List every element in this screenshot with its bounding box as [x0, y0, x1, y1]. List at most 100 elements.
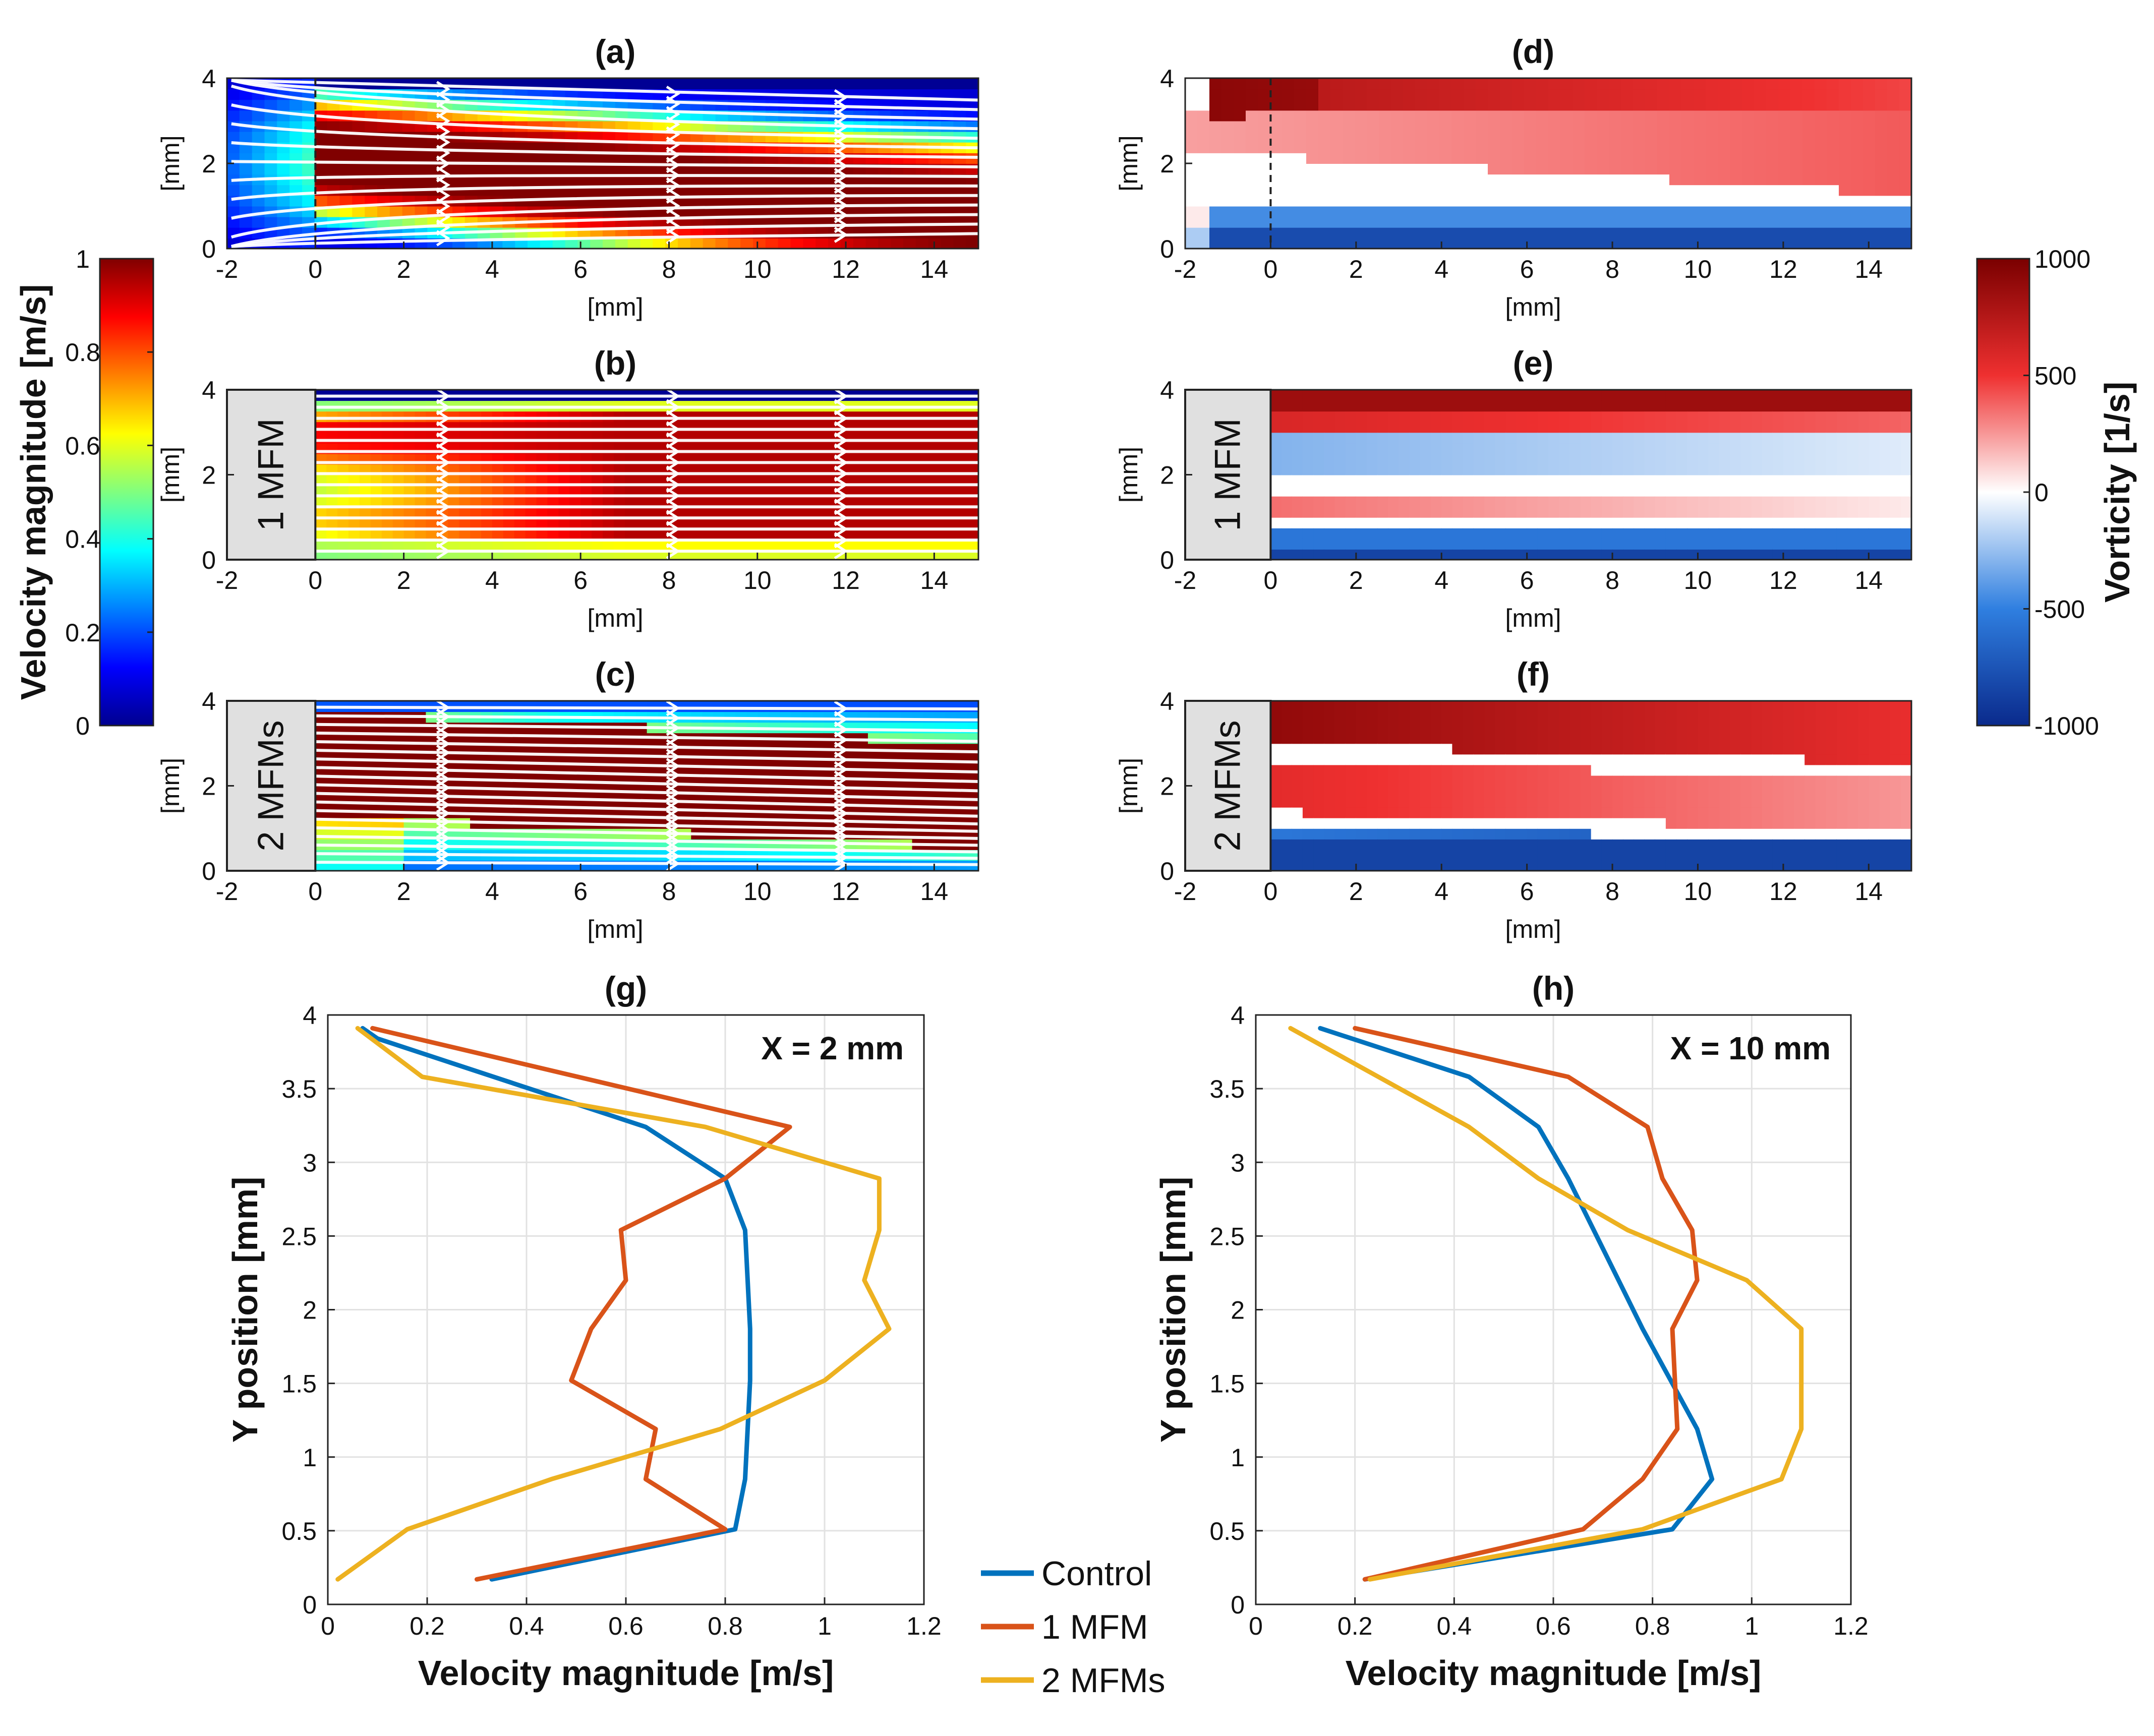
heatmap-cell [1815, 474, 1827, 486]
heatmap-cell [658, 517, 670, 528]
heatmap-cell [1730, 110, 1742, 122]
heatmap-cell [1669, 206, 1682, 217]
heatmap-cell [1740, 443, 1752, 454]
heatmap-cell [1790, 174, 1803, 186]
heatmap-cell [1633, 110, 1646, 122]
heatmap-cell [1391, 78, 1404, 90]
heatmap-cell [624, 701, 636, 712]
heatmap-cell [779, 860, 791, 871]
heatmap-cell [1560, 237, 1573, 249]
heatmap-cell [1476, 206, 1488, 217]
heatmap-cell [426, 527, 438, 539]
heatmap-cell [1772, 496, 1784, 507]
heatmap-cell [1334, 443, 1346, 454]
heatmap-cell [865, 195, 879, 207]
heatmap-cell [1330, 121, 1343, 132]
heatmap-cell [1569, 538, 1581, 550]
heatmap-cell [724, 474, 736, 486]
heatmap-cell [1790, 206, 1803, 217]
heatmap-cell [790, 195, 804, 207]
heatmap-cell [1573, 89, 1585, 100]
heatmap-cell [459, 422, 471, 433]
heatmap-cell [801, 860, 813, 871]
heatmap-cell [735, 422, 747, 433]
heatmap-cell [647, 764, 659, 776]
heatmap-cell [1355, 152, 1367, 164]
heatmap-cell [1197, 89, 1210, 100]
heatmap-cell [503, 485, 515, 497]
heatmap-cell [1815, 549, 1827, 560]
heatmap-cell [1548, 506, 1560, 518]
heatmap-cell [1634, 496, 1645, 507]
heatmap-cell [1580, 422, 1592, 433]
heatmap-cell [1899, 110, 1912, 122]
heatmap-cell [945, 485, 957, 497]
heatmap-cell [370, 527, 382, 539]
heatmap-cell [1537, 538, 1549, 550]
heatmap-cell [1439, 216, 1452, 228]
heatmap-cell [1313, 400, 1325, 412]
heatmap-cell [1281, 432, 1293, 444]
heatmap-cell [1708, 390, 1720, 401]
heatmap-cell [624, 411, 636, 423]
heatmap-cell [1343, 142, 1355, 153]
heatmap-cell [365, 163, 378, 175]
heatmap-cell [624, 860, 636, 871]
heatmap-cell [735, 754, 747, 765]
heatmap-cell [901, 422, 913, 433]
heatmap-cell [1591, 453, 1602, 465]
heatmap-cell [1294, 99, 1307, 111]
streamline-arrow [436, 399, 450, 415]
streamline-arrow [834, 432, 848, 449]
heatmap-cell [448, 496, 460, 507]
heatmap-cell [1464, 142, 1476, 153]
heatmap-cell [1258, 142, 1270, 153]
heatmap-cell [1403, 78, 1416, 90]
heatmap-cell [635, 422, 648, 433]
heatmap-cell [514, 474, 526, 486]
heatmap-cell [1379, 216, 1391, 228]
heatmap-cell [1476, 163, 1488, 175]
heatmap-cell [1569, 443, 1581, 454]
heatmap-cell [1560, 131, 1573, 143]
heatmap-cell [1681, 89, 1694, 100]
heatmap-cell [603, 411, 614, 423]
heatmap-cell [1645, 185, 1658, 196]
heatmap-cell [1282, 237, 1295, 249]
heatmap-cell [1246, 121, 1258, 132]
streamline-arrow [436, 543, 450, 560]
heatmap-cell [1655, 432, 1666, 444]
heatmap-cell [1452, 517, 1464, 528]
heatmap-cell [1718, 110, 1730, 122]
heatmap-cell [558, 422, 570, 433]
heatmap-cell [1681, 99, 1694, 111]
heatmap-cell [1694, 121, 1706, 132]
heatmap-cell [653, 163, 666, 175]
heatmap-cell [746, 701, 758, 712]
heatmap-cell [1742, 174, 1755, 186]
heatmap-cell [1488, 78, 1500, 90]
heatmap-cell [577, 78, 591, 90]
heatmap-cell [1621, 121, 1634, 132]
heatmap-cell [392, 496, 404, 507]
heatmap-cell [778, 131, 791, 143]
heatmap-cell [490, 163, 503, 175]
heatmap-cell [635, 411, 648, 423]
streamline-arrow [666, 476, 680, 493]
heatmap-cell [1560, 142, 1573, 153]
heatmap-cell [1687, 549, 1699, 560]
panel-title: (a) [595, 33, 636, 70]
heatmap-cell [481, 485, 493, 497]
heatmap-cell [1330, 216, 1343, 228]
heatmap-cell [812, 711, 825, 723]
heatmap-cell [1399, 464, 1410, 475]
heatmap-cell [565, 163, 578, 175]
heatmap-cell [801, 828, 813, 840]
heatmap-cell [828, 185, 841, 196]
heatmap-cell [1623, 453, 1635, 465]
heatmap-cell [1367, 527, 1378, 539]
streamline-arrow [834, 820, 848, 837]
heatmap-cell [658, 496, 670, 507]
heatmap-cell [1559, 474, 1570, 486]
heatmap-cell [1601, 527, 1613, 539]
